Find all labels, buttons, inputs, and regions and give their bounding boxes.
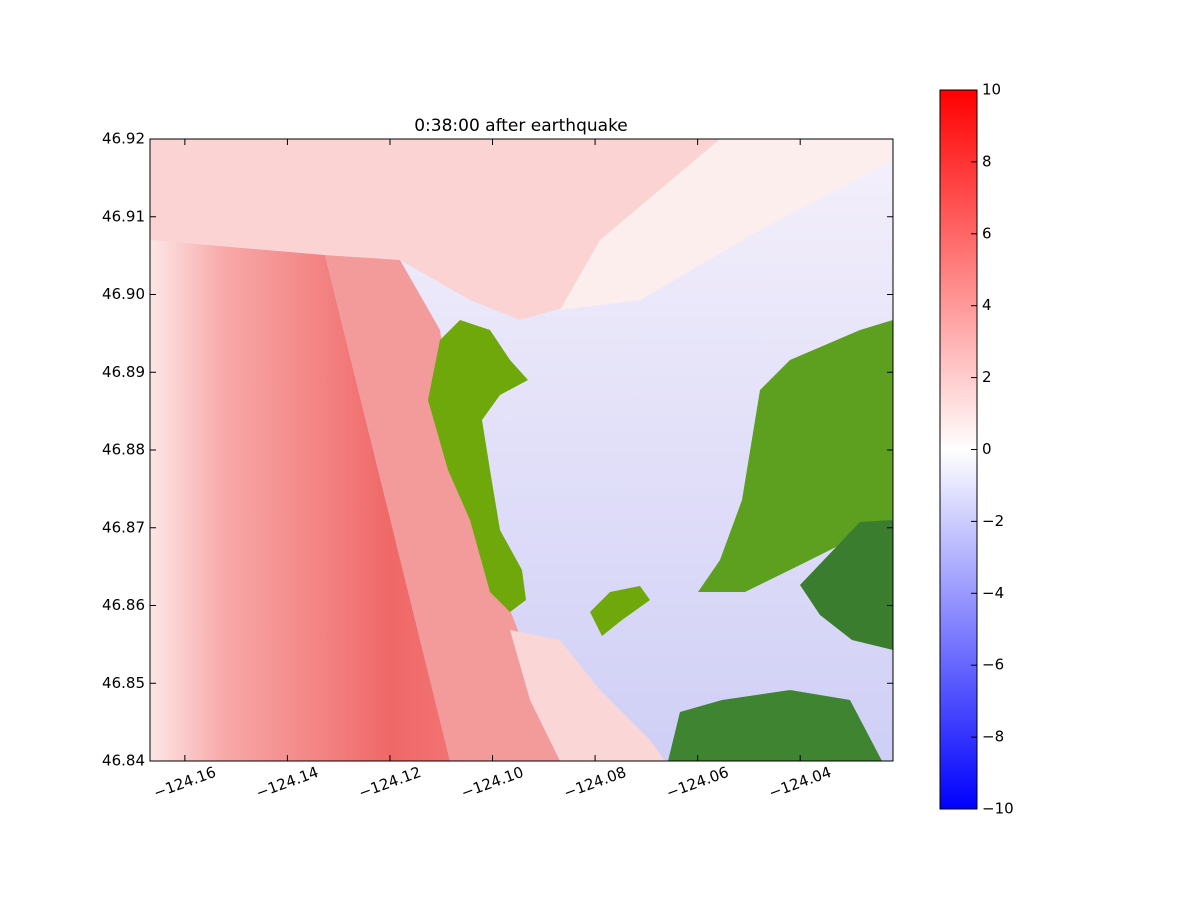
colorbar-tick-label: 4 — [982, 296, 992, 314]
colorbar-tick-label: 8 — [982, 152, 992, 170]
y-tick-label: 46.90 — [102, 285, 145, 303]
x-tick-label: −124.06 — [664, 763, 731, 802]
x-tick-label: −124.08 — [561, 763, 628, 802]
chart-title: 0:38:00 after earthquake — [414, 116, 628, 136]
x-tick-label: −124.10 — [459, 763, 526, 802]
y-tick-label: 46.92 — [102, 130, 145, 148]
x-tick-label: −124.12 — [356, 763, 423, 802]
colorbar-tick-label: 2 — [982, 368, 992, 386]
y-tick-label: 46.87 — [102, 518, 145, 536]
colorbar — [939, 89, 978, 810]
y-tick-label: 46.89 — [102, 363, 145, 381]
x-tick-label: −124.16 — [151, 763, 218, 802]
y-tick-label: 46.85 — [102, 674, 145, 692]
colorbar-tick-label: −6 — [982, 656, 1004, 674]
colorbar-tick-label: 6 — [982, 224, 992, 242]
y-tick-label: 46.91 — [102, 207, 145, 225]
colorbar-tick-label: −2 — [982, 512, 1004, 530]
y-tick-label: 46.86 — [102, 596, 145, 614]
colorbar-tick-label: 10 — [982, 81, 1001, 99]
y-tick-label: 46.84 — [102, 752, 145, 770]
y-tick-label: 46.88 — [102, 441, 145, 459]
colorbar-tick-label: 0 — [982, 440, 992, 458]
colorbar-tick-label: −8 — [982, 728, 1004, 746]
colorbar-tick-label: −4 — [982, 584, 1004, 602]
x-tick-label: −124.14 — [254, 763, 321, 802]
colorbar-tick-label: −10 — [982, 800, 1014, 818]
map-field — [150, 139, 893, 761]
x-tick-label: −124.04 — [766, 763, 833, 802]
